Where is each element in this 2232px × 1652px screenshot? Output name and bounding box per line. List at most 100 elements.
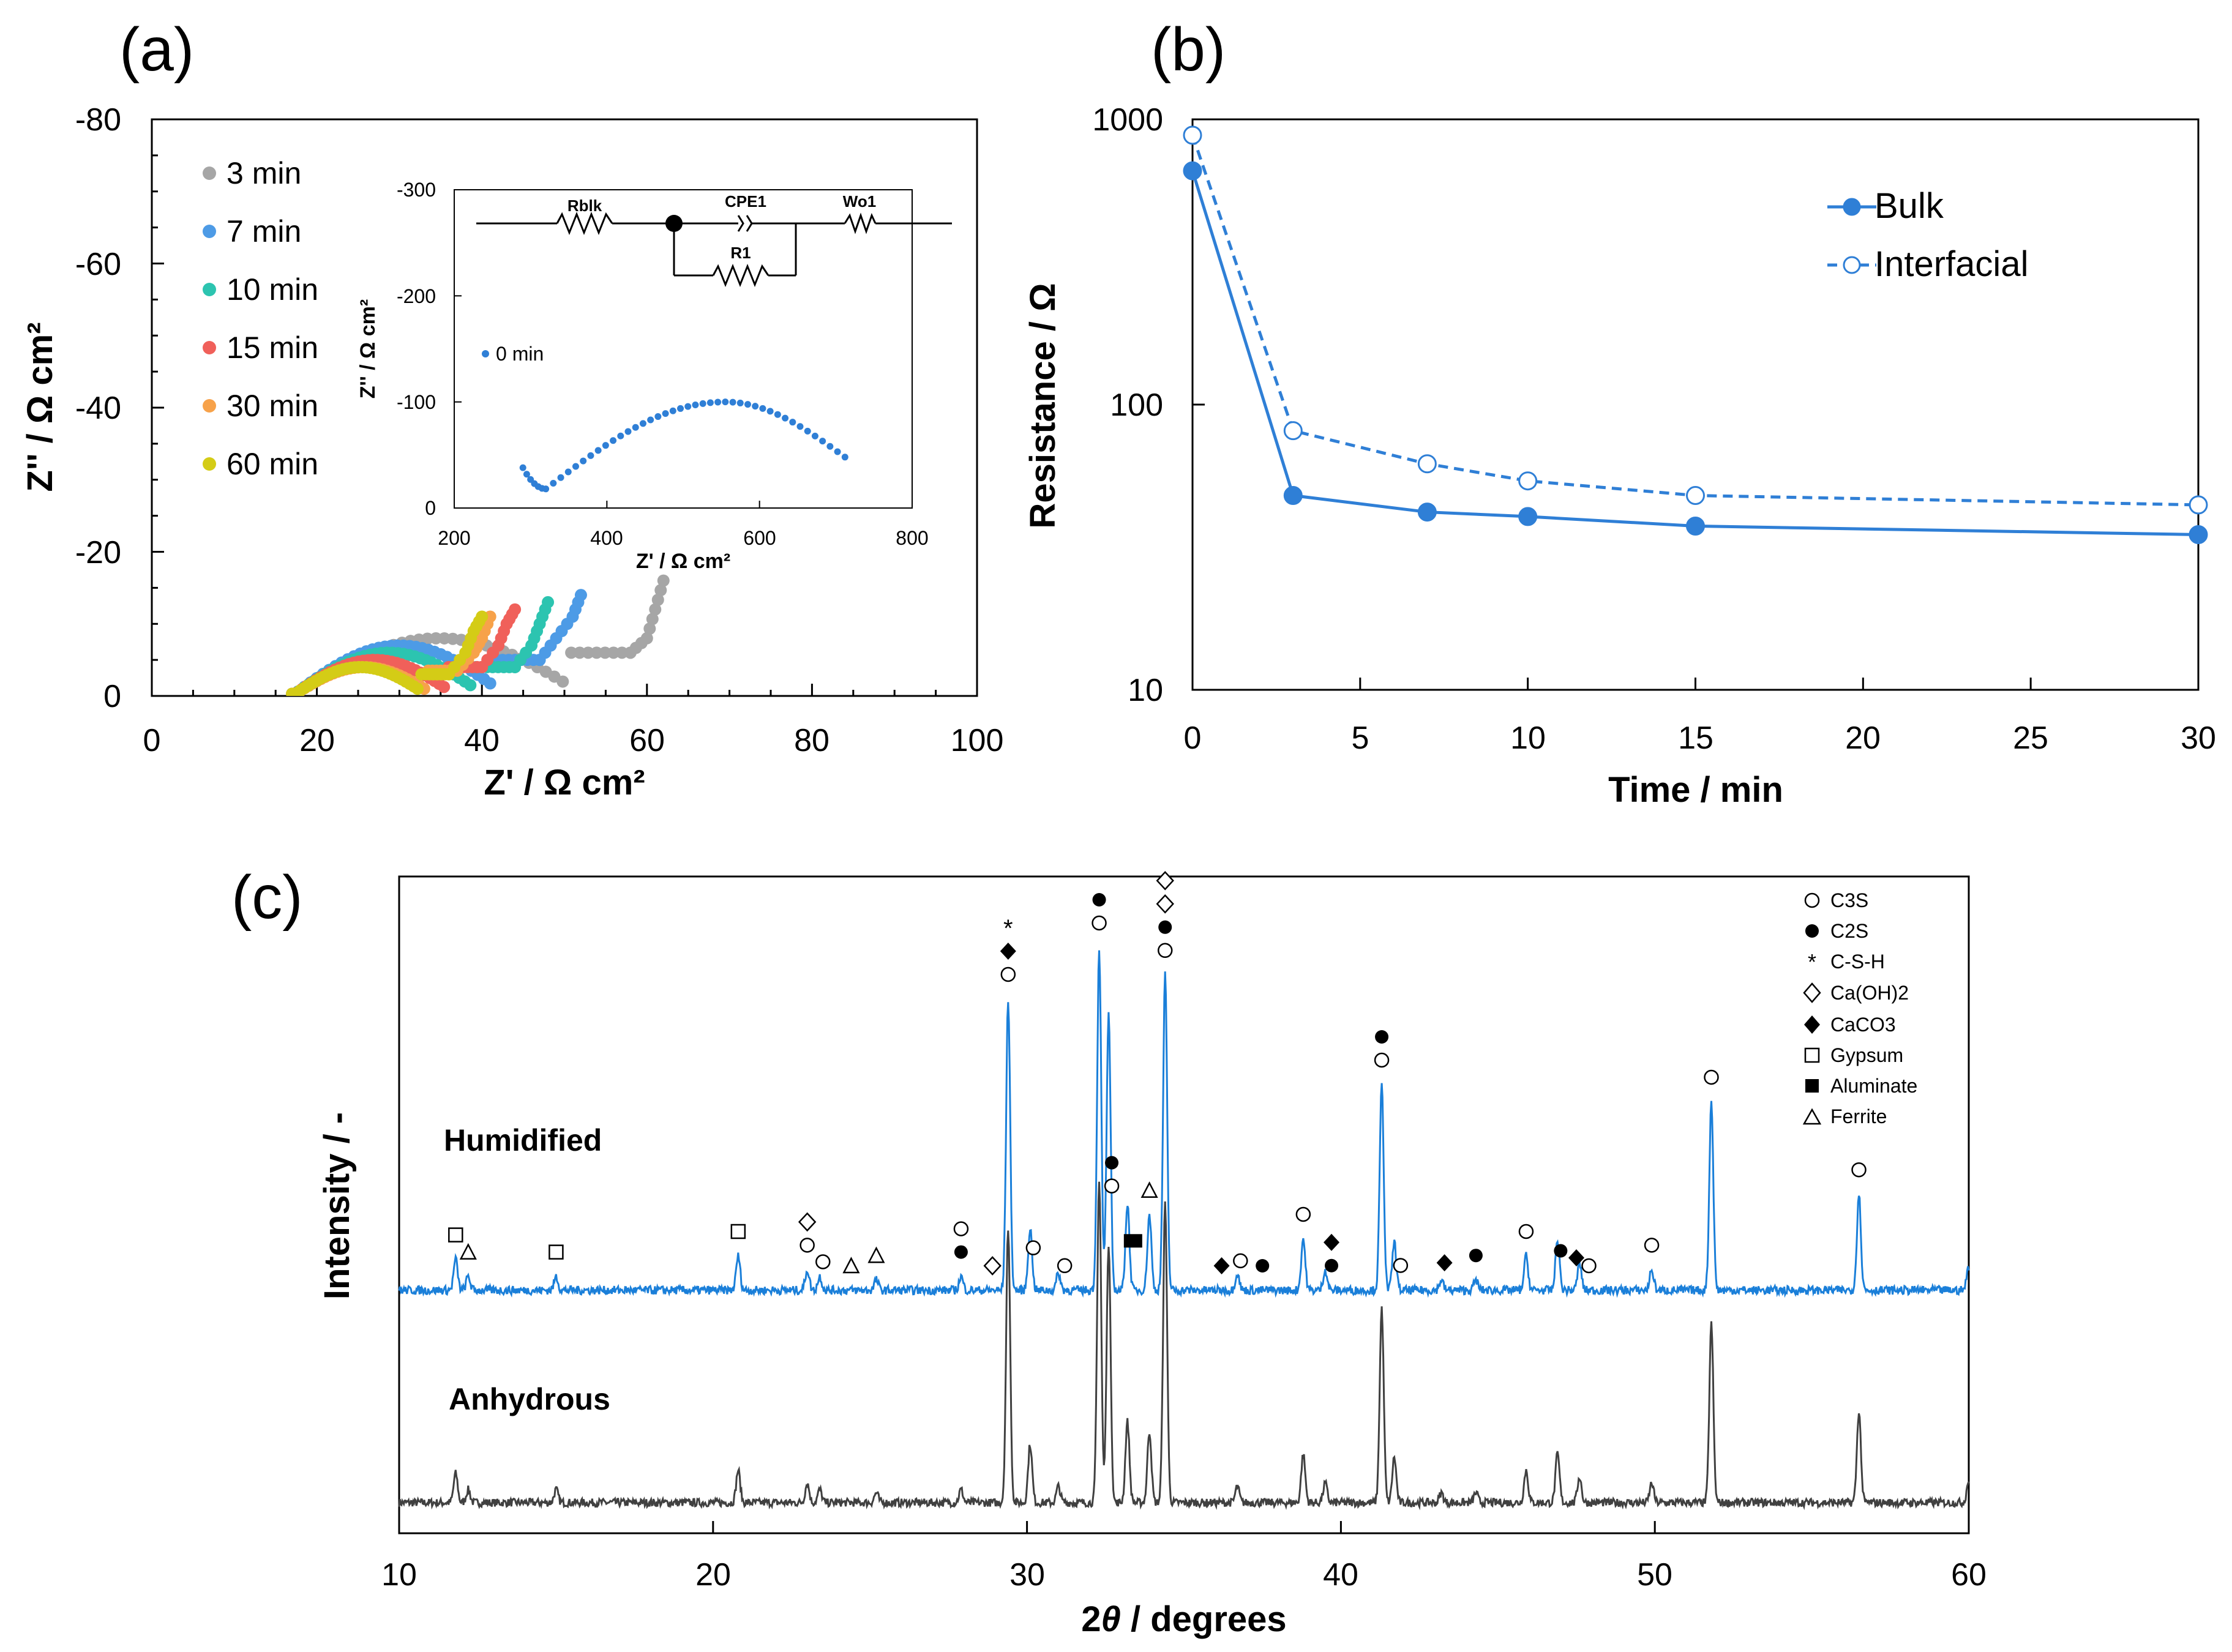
inset-point: [692, 401, 699, 408]
a-y-axis-label: Z'' / Ω cm²: [20, 322, 60, 491]
inset-point: [654, 413, 662, 420]
c3s-marker: [815, 1254, 831, 1269]
bulk-point: [1417, 503, 1437, 522]
c2s-marker: [954, 1245, 968, 1259]
nyquist-point: [561, 618, 574, 630]
legend-30min: 30 min: [227, 389, 318, 423]
nyquist-point: [573, 646, 586, 659]
c2s-marker: [1158, 920, 1172, 934]
c3s-marker: [1057, 1258, 1073, 1274]
nyquist-point: [498, 625, 511, 638]
panel-a-legend: 3 min 7 min 10 min 15 min 30 min 60 min: [203, 156, 318, 481]
inset-y-ticklabels: 0 -100 -200 -300: [397, 179, 436, 519]
legend-c3s: C3S: [1830, 889, 1868, 911]
inset-ytick: -200: [397, 285, 436, 307]
panel-a-y-ticklabels: 0 -20 -40 -60 -80: [75, 102, 121, 714]
legend-marker-7min: [203, 225, 216, 238]
panel-b-y-ticklabels: 10 100 1000: [1092, 102, 1163, 708]
nyquist-point: [635, 637, 648, 649]
a-xtick: 60: [629, 723, 665, 758]
c3s-marker: [1000, 966, 1016, 982]
panel-c-legend: C3S C2S * C-S-H Ca(OH)2 CaCO3 Gypsum Alu…: [1802, 889, 1917, 1127]
c3s-marker: [1644, 1238, 1660, 1253]
inset-point: [796, 423, 804, 430]
inset-point: [557, 474, 564, 481]
inset-data: [519, 398, 848, 493]
nyquist-point: [544, 639, 557, 652]
c3s-marker: [1157, 943, 1173, 959]
b-xtick: 30: [2181, 720, 2216, 756]
panel-b-legend: Bulk Interfacial: [1827, 186, 2028, 284]
c2s-marker: [1325, 1258, 1339, 1273]
inset-legend-marker: [482, 350, 489, 357]
nyquist-point: [464, 679, 477, 692]
b-xtick: 10: [1510, 720, 1546, 756]
interfacial-point: [1417, 454, 1437, 474]
ferrite-marker: [842, 1257, 860, 1274]
interfacial-point: [1283, 421, 1303, 441]
inset-point: [677, 405, 684, 412]
inset-point: [744, 401, 751, 408]
legend-c2s-icon: [1805, 924, 1819, 938]
inset-point: [542, 485, 550, 493]
inset-point: [774, 411, 781, 418]
inset-frame: [454, 189, 913, 509]
resistor-r1: [712, 263, 770, 288]
inset-point: [602, 442, 609, 449]
inset-point: [714, 398, 722, 406]
inset-axes: [454, 189, 913, 509]
circuit-label-rblk: Rblk: [567, 196, 602, 215]
legend-ferrite-icon: [1802, 1108, 1822, 1125]
c3s-marker: [1851, 1162, 1867, 1178]
inset-point: [662, 410, 669, 417]
c3s-marker: [1092, 915, 1107, 931]
inset-point: [789, 419, 796, 426]
legend-c2s: C2S: [1830, 920, 1868, 942]
a-ytick: 0: [103, 679, 121, 714]
nyquist-point: [654, 584, 667, 597]
inset-point: [580, 457, 587, 465]
panel-b-frame: [1191, 118, 2200, 691]
inset-ytick: -100: [397, 391, 436, 413]
nyquist-point: [565, 646, 578, 659]
a-ytick: -80: [75, 102, 121, 138]
legend-gypsum: Gypsum: [1830, 1044, 1903, 1066]
nyquist-point: [430, 632, 443, 645]
a-ytick: -20: [75, 535, 121, 570]
gypsum-marker: [549, 1244, 564, 1260]
inset-point: [819, 438, 826, 445]
legend-caco3: CaCO3: [1830, 1014, 1896, 1036]
panel-a-x-ticklabels: 0 20 40 60 80 100: [143, 723, 1004, 758]
aluminate-marker: [1123, 1234, 1142, 1248]
caco3-marker: [1436, 1254, 1453, 1272]
nyquist-point: [572, 596, 585, 608]
c3s-marker: [1295, 1206, 1311, 1222]
legend-marker-10min: [203, 283, 216, 296]
c3s-marker: [1374, 1052, 1390, 1068]
c2s-marker: [1092, 892, 1106, 906]
legend-csh: C-S-H: [1830, 951, 1885, 973]
c3s-marker: [953, 1221, 969, 1236]
label-anhydrous: Anhydrous: [449, 1382, 610, 1416]
caoh2-marker: [1156, 870, 1174, 891]
panel-b-data: [1183, 125, 2208, 544]
nyquist-point: [465, 632, 477, 645]
interfacial-point: [2189, 495, 2208, 515]
legend-csh-icon: *: [1808, 949, 1816, 974]
nyquist-point: [607, 646, 620, 659]
inset-point: [550, 479, 557, 487]
inset-point: [811, 432, 818, 439]
inset-ytick: -300: [397, 179, 436, 201]
legend-7min: 7 min: [227, 214, 301, 249]
inset-point: [759, 405, 766, 412]
legend-caoh2-icon: [1803, 982, 1821, 1003]
legend-marker-30min: [203, 399, 216, 413]
c3s-marker: [1518, 1224, 1534, 1239]
inset-point: [594, 447, 602, 454]
gypsum-marker: [730, 1224, 746, 1239]
caco3-marker: [1568, 1249, 1584, 1266]
nyquist-point: [616, 646, 629, 659]
legend-marker-15min: [203, 341, 216, 354]
inset-plot: 200 400 600 800 0 -100 -200 -300 Z' / Ω …: [356, 179, 952, 573]
